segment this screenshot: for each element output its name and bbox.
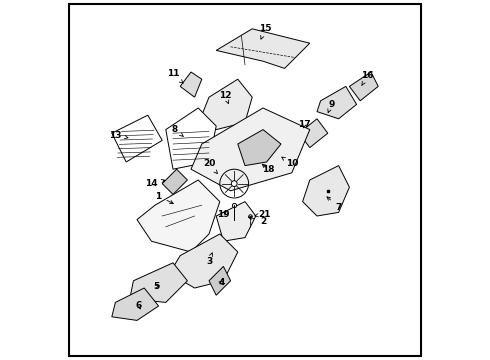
Text: 12: 12 [219, 91, 231, 104]
Text: 11: 11 [167, 69, 183, 83]
Polygon shape [299, 119, 328, 148]
Polygon shape [349, 72, 378, 101]
Text: 18: 18 [262, 164, 275, 174]
Text: 13: 13 [109, 131, 128, 140]
Text: 14: 14 [145, 179, 165, 188]
Polygon shape [112, 288, 159, 320]
Polygon shape [317, 86, 357, 119]
Text: 21: 21 [255, 210, 271, 219]
Circle shape [231, 181, 237, 186]
Polygon shape [166, 108, 216, 169]
Text: 16: 16 [361, 71, 374, 85]
Text: 7: 7 [327, 197, 342, 212]
Text: 17: 17 [298, 120, 311, 129]
Polygon shape [180, 72, 202, 97]
Polygon shape [137, 180, 220, 252]
Text: 3: 3 [206, 253, 213, 266]
Polygon shape [238, 130, 281, 166]
Text: 19: 19 [217, 210, 230, 219]
Text: 20: 20 [203, 159, 218, 174]
Text: 15: 15 [259, 24, 272, 39]
Polygon shape [216, 202, 256, 241]
Polygon shape [170, 234, 238, 288]
Text: 10: 10 [282, 157, 298, 168]
Polygon shape [191, 108, 310, 191]
Text: 6: 6 [136, 302, 142, 310]
Polygon shape [112, 115, 162, 162]
Polygon shape [209, 266, 231, 295]
Polygon shape [202, 79, 252, 130]
Text: 5: 5 [154, 282, 160, 291]
Text: 8: 8 [172, 125, 183, 136]
Polygon shape [303, 166, 349, 216]
Text: 9: 9 [328, 100, 335, 113]
Text: 1: 1 [155, 192, 173, 203]
Text: 2: 2 [248, 216, 266, 226]
Text: 4: 4 [219, 278, 225, 287]
Polygon shape [130, 263, 187, 302]
Polygon shape [216, 29, 310, 68]
Polygon shape [162, 169, 187, 194]
